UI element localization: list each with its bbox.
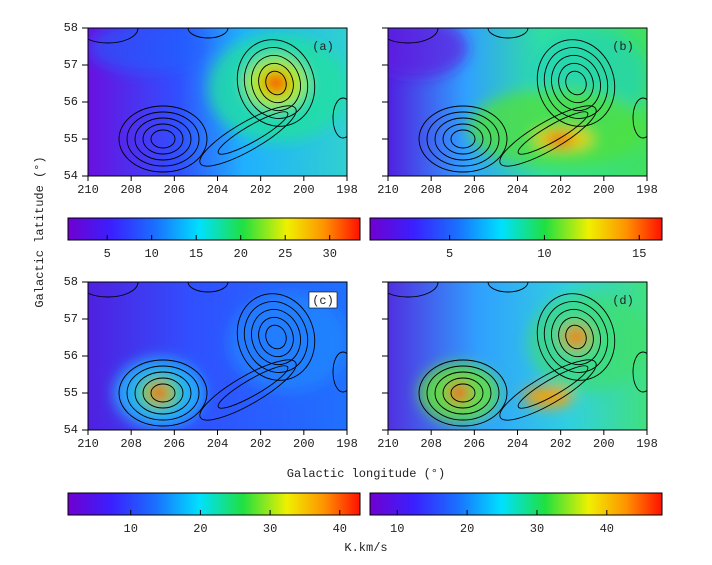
panel-label: (a) (312, 40, 334, 54)
y-tick-label: 57 (64, 312, 78, 326)
heatmap-image (388, 28, 647, 176)
y-tick-label: 54 (64, 169, 78, 183)
x-tick-label: 204 (207, 183, 229, 197)
heatmap-image (88, 28, 347, 176)
x-tick-label: 208 (120, 437, 142, 451)
colorbar-tick-label: 20 (234, 247, 248, 261)
x-tick-label: 210 (77, 437, 99, 451)
x-tick-label: 198 (336, 437, 358, 451)
colorbar-tick-label: 30 (530, 522, 544, 536)
x-tick-label: 210 (377, 183, 399, 197)
colorbar-tick-label: 15 (632, 247, 646, 261)
colorbar-tick-label: 20 (193, 522, 207, 536)
panel-label-box (308, 291, 338, 309)
colorbar-tick-label: 5 (104, 247, 111, 261)
colorbar-tick-label: 25 (278, 247, 292, 261)
panel-label: (b) (612, 40, 634, 54)
y-tick-label: 54 (64, 423, 78, 437)
heatmap-image (388, 282, 647, 430)
y-tick-label: 58 (64, 21, 78, 35)
x-tick-label: 200 (593, 437, 615, 451)
heatmap-image (88, 282, 347, 430)
colorbar-tick-label: 10 (144, 247, 158, 261)
panel-label: (d) (612, 294, 634, 308)
contours (88, 282, 347, 427)
x-tick-label: 206 (464, 183, 486, 197)
x-tick-label: 208 (420, 183, 442, 197)
panel: (c) 210 208 206 204 202 200 198 54 55 56 57 58 10 20 30… (64, 275, 361, 536)
colorbar-tick-label: 40 (600, 522, 614, 536)
colorbar-tick-label: 10 (537, 247, 551, 261)
x-tick-label: 202 (550, 437, 572, 451)
panel: (a) 210 208 206 204 202 200 198 54 55 56 57 58 5 10 15 2… (64, 21, 361, 261)
x-tick-label: 200 (293, 437, 315, 451)
colorbar (369, 217, 663, 241)
x-tick-label: 208 (120, 183, 142, 197)
y-tick-label: 58 (64, 275, 78, 289)
contours (88, 28, 347, 173)
x-tick-label: 210 (377, 437, 399, 451)
colorbar-label: K.km/s (344, 541, 387, 555)
colorbar (369, 492, 663, 516)
x-tick-label: 206 (164, 437, 186, 451)
x-tick-label: 202 (550, 183, 572, 197)
y-tick-label: 55 (64, 386, 78, 400)
x-axis-label: Galactic longitude (°) (287, 467, 445, 481)
y-tick-label: 56 (64, 349, 78, 363)
x-tick-label: 206 (164, 183, 186, 197)
colorbar-tick-label: 15 (189, 247, 203, 261)
colorbar-tick-label: 20 (460, 522, 474, 536)
colorbar-tick-label: 5 (446, 247, 453, 261)
contours (388, 282, 647, 427)
x-tick-label: 200 (293, 183, 315, 197)
colorbar (67, 217, 361, 241)
y-tick-label: 56 (64, 95, 78, 109)
x-tick-label: 204 (507, 183, 529, 197)
y-tick-label: 57 (64, 58, 78, 72)
panel: (d) 210 208 206 204 202 200 198 10 20 30 40 (369, 281, 663, 536)
x-tick-label: 200 (593, 183, 615, 197)
colorbar (67, 492, 361, 516)
y-tick-label: 55 (64, 132, 78, 146)
y-axis-label: Galactic latitude (°) (33, 156, 47, 307)
x-tick-label: 210 (77, 183, 99, 197)
colorbar-tick-label: 10 (390, 522, 404, 536)
colorbar-tick-label: 30 (263, 522, 277, 536)
panel: (b) 210 208 206 204 202 200 198 5 10 15 (369, 27, 663, 261)
x-tick-label: 206 (464, 437, 486, 451)
colorbar-tick-label: 10 (124, 522, 138, 536)
x-tick-label: 198 (336, 183, 358, 197)
x-tick-label: 204 (207, 437, 229, 451)
x-tick-label: 204 (507, 437, 529, 451)
x-tick-label: 208 (420, 437, 442, 451)
x-tick-label: 202 (250, 183, 272, 197)
x-tick-label: 198 (636, 183, 658, 197)
x-tick-label: 198 (636, 437, 658, 451)
contours (388, 28, 647, 173)
colorbar-tick-label: 40 (333, 522, 347, 536)
x-tick-label: 202 (250, 437, 272, 451)
colorbar-tick-label: 30 (323, 247, 337, 261)
panel-label: (c) (312, 294, 334, 308)
